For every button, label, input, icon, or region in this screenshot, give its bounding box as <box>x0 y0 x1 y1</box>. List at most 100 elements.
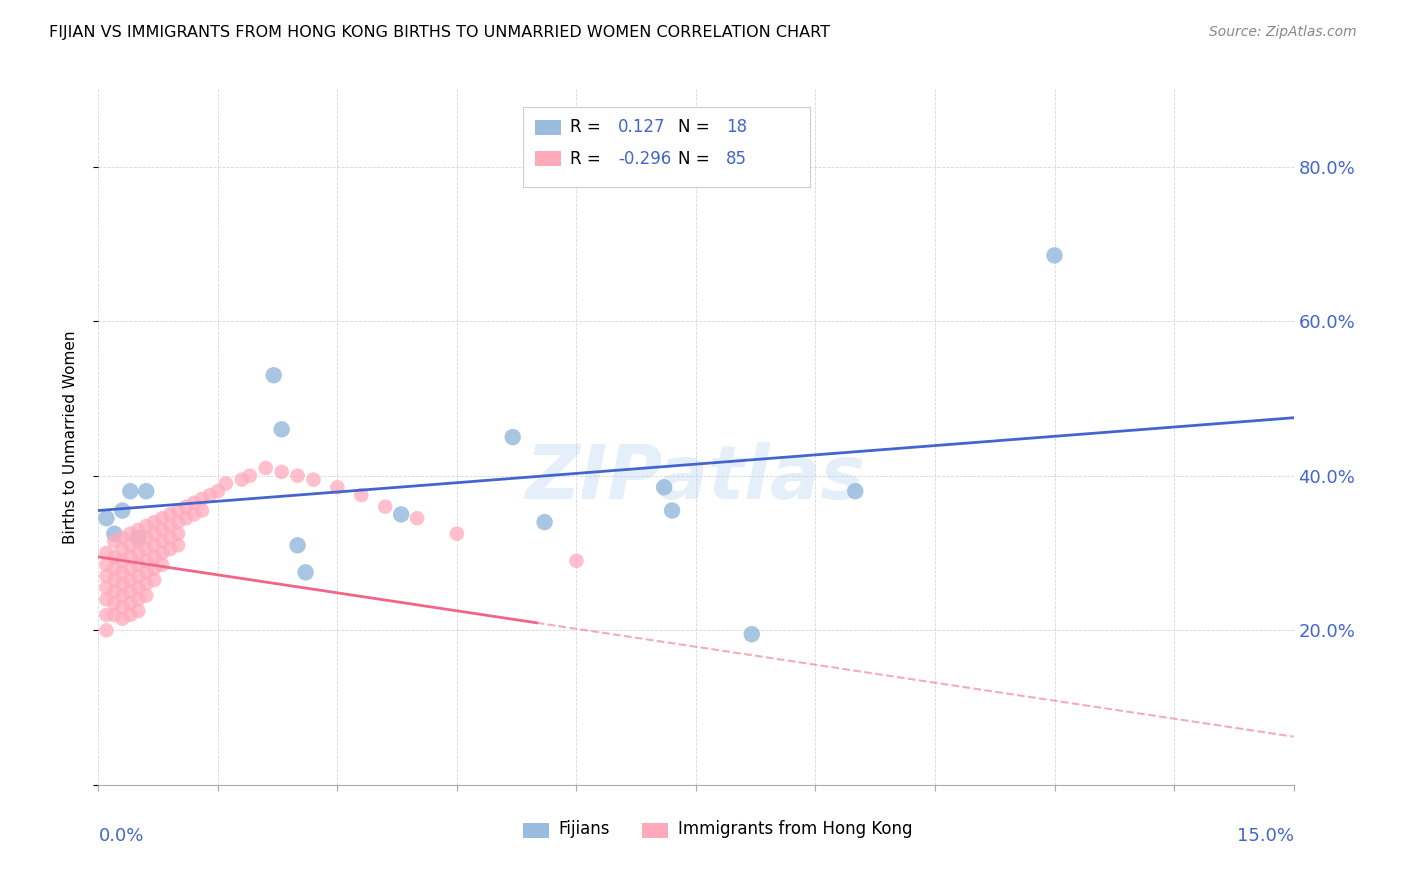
Point <box>111 612 134 626</box>
Y-axis label: Births to Unmarried Women: Births to Unmarried Women <box>63 330 77 544</box>
Point <box>96 546 118 560</box>
Point <box>120 526 142 541</box>
FancyBboxPatch shape <box>534 151 561 167</box>
Point <box>135 566 157 580</box>
Point <box>167 538 190 552</box>
Point <box>167 526 190 541</box>
Point <box>150 534 173 549</box>
Point <box>96 511 118 525</box>
Point <box>159 508 181 522</box>
Point <box>103 573 125 587</box>
Point <box>103 549 125 564</box>
Point <box>111 542 134 557</box>
Point <box>150 558 173 572</box>
Point <box>96 592 118 607</box>
Point <box>502 430 524 444</box>
Point <box>191 491 214 506</box>
Point <box>150 523 173 537</box>
Point <box>143 573 166 587</box>
Point <box>844 484 866 499</box>
Point <box>127 592 149 607</box>
Point <box>120 584 142 599</box>
Point <box>661 503 683 517</box>
Point <box>741 627 763 641</box>
Point <box>159 542 181 557</box>
Point <box>103 534 125 549</box>
Point <box>374 500 396 514</box>
Text: 18: 18 <box>725 119 747 136</box>
Point <box>326 480 349 494</box>
Point <box>191 503 214 517</box>
Point <box>103 561 125 575</box>
Point <box>111 577 134 591</box>
Text: N =: N = <box>678 150 714 168</box>
Point <box>270 422 292 436</box>
Point <box>135 554 157 568</box>
Point <box>143 526 166 541</box>
Point <box>263 368 285 383</box>
Text: FIJIAN VS IMMIGRANTS FROM HONG KONG BIRTHS TO UNMARRIED WOMEN CORRELATION CHART: FIJIAN VS IMMIGRANTS FROM HONG KONG BIRT… <box>49 25 830 40</box>
Point <box>120 484 142 499</box>
Point <box>174 511 197 525</box>
Text: R =: R = <box>571 150 606 168</box>
Point <box>198 488 221 502</box>
Point <box>127 531 149 545</box>
Point <box>111 503 134 517</box>
FancyBboxPatch shape <box>523 822 548 838</box>
Point <box>120 561 142 575</box>
Point <box>143 538 166 552</box>
Point <box>111 600 134 615</box>
Point <box>174 500 197 514</box>
Point <box>135 577 157 591</box>
Point <box>1043 248 1066 262</box>
Point <box>127 569 149 583</box>
Point <box>167 515 190 529</box>
Point <box>120 607 142 622</box>
Point <box>120 596 142 610</box>
Text: ZIPatlas: ZIPatlas <box>526 442 866 516</box>
Point <box>111 531 134 545</box>
Point <box>96 581 118 595</box>
Point <box>103 607 125 622</box>
Point <box>143 561 166 575</box>
Point <box>135 542 157 557</box>
Text: -0.296: -0.296 <box>619 150 672 168</box>
Point <box>350 488 373 502</box>
Point <box>96 558 118 572</box>
Point <box>127 558 149 572</box>
Point <box>389 508 412 522</box>
Point <box>143 549 166 564</box>
Text: Fijians: Fijians <box>558 820 610 838</box>
Point <box>135 531 157 545</box>
Point <box>652 480 675 494</box>
FancyBboxPatch shape <box>534 120 561 135</box>
Point <box>143 515 166 529</box>
Text: Source: ZipAtlas.com: Source: ZipAtlas.com <box>1209 25 1357 39</box>
Point <box>111 566 134 580</box>
Point <box>150 546 173 560</box>
Point <box>167 503 190 517</box>
Point <box>96 569 118 583</box>
Point <box>120 573 142 587</box>
FancyBboxPatch shape <box>523 106 810 186</box>
Text: N =: N = <box>678 119 714 136</box>
Point <box>127 523 149 537</box>
Point <box>127 604 149 618</box>
Text: R =: R = <box>571 119 606 136</box>
Point <box>135 484 157 499</box>
Point <box>254 461 277 475</box>
Text: 85: 85 <box>725 150 747 168</box>
Point <box>103 596 125 610</box>
Point <box>120 538 142 552</box>
Text: 0.127: 0.127 <box>619 119 666 136</box>
Point <box>127 581 149 595</box>
Point <box>239 468 262 483</box>
Point <box>135 519 157 533</box>
Point <box>103 526 125 541</box>
Point <box>150 511 173 525</box>
Text: Immigrants from Hong Kong: Immigrants from Hong Kong <box>678 820 912 838</box>
Point <box>127 546 149 560</box>
Point <box>120 549 142 564</box>
Point <box>103 584 125 599</box>
Point <box>96 624 118 638</box>
